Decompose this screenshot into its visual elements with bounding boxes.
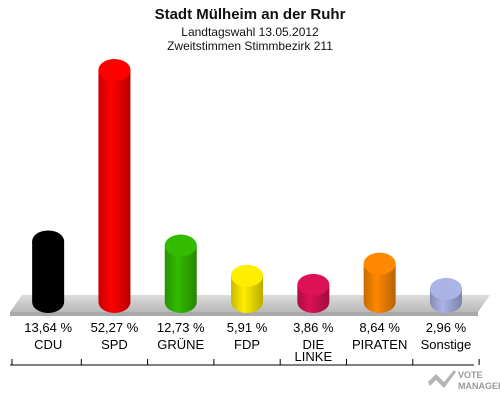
bar-cap xyxy=(98,59,131,81)
bar-cap xyxy=(164,234,197,257)
chart-title: Stadt Mülheim an der Ruhr xyxy=(155,6,346,23)
category-label: Sonstige xyxy=(421,337,472,352)
watermark-line1: VOTE xyxy=(458,370,483,380)
value-label: 12,73 % xyxy=(157,320,205,335)
bar-cap xyxy=(32,230,65,253)
bar-die-linke xyxy=(297,273,330,313)
bar-body xyxy=(164,245,197,313)
bar-cap xyxy=(297,273,330,296)
category-label: FDP xyxy=(234,337,260,352)
value-label: 13,64 % xyxy=(24,320,72,335)
bar-fdp xyxy=(231,264,264,313)
bar-grüne xyxy=(164,234,197,313)
category-label: PIRATEN xyxy=(352,337,407,352)
category-label: DIE xyxy=(303,337,325,352)
check-icon xyxy=(428,370,456,388)
category-label: CDU xyxy=(34,337,62,352)
bar-cap xyxy=(429,277,462,300)
bar-body xyxy=(98,70,131,313)
bar-cap xyxy=(231,264,264,287)
value-label: 8,64 % xyxy=(359,320,400,335)
bar-cap xyxy=(363,252,396,275)
votemanager-logo: VOTE MANAGER xyxy=(428,370,500,391)
value-label: 2,96 % xyxy=(426,320,467,335)
bar-cdu xyxy=(32,230,65,313)
value-label: 52,27 % xyxy=(91,320,139,335)
bars-group xyxy=(32,59,462,313)
bar-body xyxy=(32,241,65,313)
watermark-line2: MANAGER xyxy=(458,381,500,391)
value-label: 5,91 % xyxy=(227,320,268,335)
chart-subtitle-date: Landtagswahl 13.05.2012 xyxy=(181,25,319,39)
chart-floor-edge xyxy=(10,312,478,316)
category-axis xyxy=(10,359,480,366)
category-label: SPD xyxy=(101,337,128,352)
bar-piraten xyxy=(363,252,396,313)
value-label: 3,86 % xyxy=(293,320,334,335)
category-label: LINKE xyxy=(295,349,333,364)
chart-subtitle-district: Zweitstimmen Stimmbezirk 211 xyxy=(167,39,333,53)
bar-sonstige xyxy=(429,277,462,313)
value-labels-group: 13,64 % 52,27 % 12,73 % 5,91 % 3,86 % 8,64 % 2… xyxy=(24,320,466,335)
bar-spd xyxy=(98,59,131,313)
bar-body xyxy=(363,263,396,313)
category-label: GRÜNE xyxy=(157,337,204,352)
